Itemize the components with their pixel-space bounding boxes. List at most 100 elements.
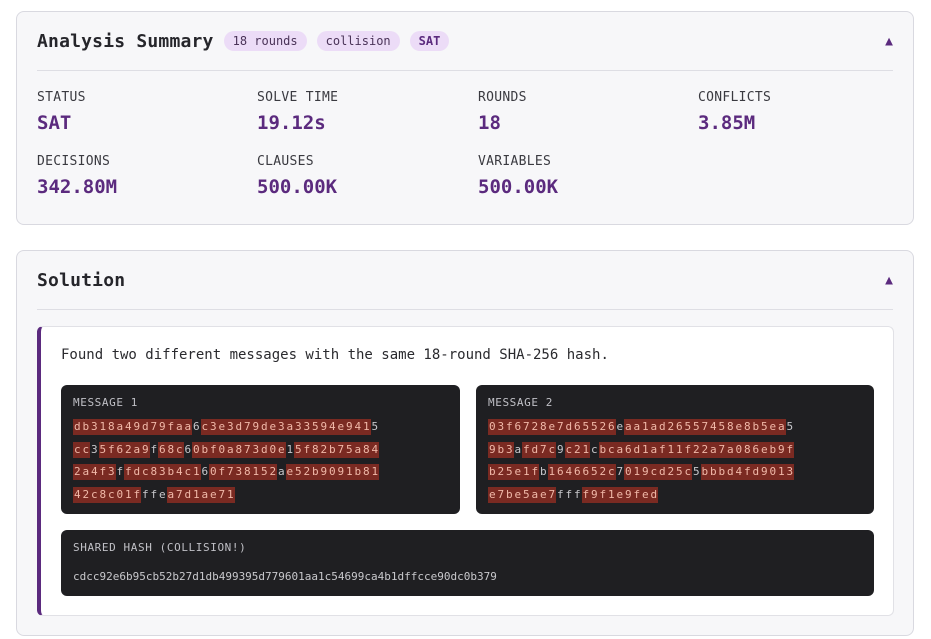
hex-char-diff: 6: [556, 464, 565, 480]
hex-char-diff: d: [658, 419, 667, 435]
hex-char-diff: b: [328, 441, 337, 458]
hex-char-diff: 9: [251, 419, 260, 435]
hex-char-diff: 7: [547, 486, 556, 503]
hex-char-diff: 5: [590, 464, 599, 480]
hex-char-diff: 6: [158, 441, 167, 458]
stat-solve-time: SOLVE TIME 19.12s: [257, 90, 457, 134]
hex-char-diff: a: [81, 464, 90, 480]
hex-char-diff: 7: [522, 419, 531, 435]
hex-char-diff: 5: [590, 419, 599, 435]
hex-char-diff: f: [217, 464, 226, 480]
hex-char-diff: 2: [124, 441, 133, 458]
hex-char-diff: 1: [581, 441, 590, 458]
hex-char-diff: 8: [362, 464, 371, 480]
hex-char-diff: 3: [226, 419, 235, 435]
hex-char-diff: 2: [73, 464, 82, 480]
stat-value: 18: [478, 112, 501, 134]
hex-char-diff: a: [166, 486, 175, 503]
stat-label: VARIABLES: [478, 154, 552, 169]
hex-char-diff: f: [132, 486, 141, 503]
hex-char-diff: 2: [666, 464, 675, 480]
hex-char-diff: a: [624, 419, 633, 435]
stat-variables: VARIABLES 500.00K: [478, 154, 678, 198]
stat-value: 3.85M: [698, 112, 756, 134]
collapse-toggle-icon[interactable]: ▲: [885, 272, 893, 288]
hex-char-diff: 7: [539, 441, 548, 458]
hex-char-diff: a: [175, 419, 184, 435]
hex-char-diff: d: [132, 464, 141, 480]
hex-char-diff: 3: [785, 464, 794, 480]
hex-char-diff: a: [132, 441, 141, 458]
hex-char-diff: b: [709, 464, 718, 480]
hex-char-diff: 2: [692, 441, 701, 458]
hex-char-diff: 2: [496, 464, 505, 480]
hex-char-diff: 4: [73, 486, 82, 503]
hex-char-diff: 2: [319, 441, 328, 458]
hex-char-diff: 2: [268, 464, 277, 480]
hex-char-diff: 1: [124, 486, 133, 503]
hex-char-diff: c: [90, 486, 99, 503]
hex-char-diff: d: [73, 419, 82, 435]
hex-char-diff: 1: [226, 486, 235, 503]
hex-char-diff: 1: [98, 419, 107, 435]
hex-char-diff: f: [98, 464, 107, 480]
hex-char-diff: 8: [362, 441, 371, 458]
hex-char-diff: a: [709, 441, 718, 458]
hex-char-diff: 1: [370, 464, 379, 480]
hex-char: 6: [201, 465, 209, 478]
hex-char-diff: e: [488, 486, 497, 503]
hex-char: 5: [692, 465, 700, 478]
hex-char-diff: f: [209, 441, 218, 458]
stat-decisions: DECISIONS 342.80M: [37, 154, 237, 198]
hex-char-diff: f: [302, 441, 311, 458]
hex-char-diff: 5: [260, 464, 269, 480]
hex-char-diff: 6: [573, 419, 582, 435]
stat-label: SOLVE TIME: [257, 90, 339, 105]
hex-char-diff: 1: [192, 486, 201, 503]
hex-char-diff: 5: [675, 464, 684, 480]
solution-header[interactable]: Solution ▲: [37, 251, 893, 310]
hex-char-diff: a: [285, 419, 294, 435]
hex-char-diff: b: [505, 486, 514, 503]
hex-char: 6: [184, 442, 192, 456]
hex-char-diff: 6: [751, 441, 760, 458]
stat-value: 500.00K: [257, 176, 338, 198]
hex-char-diff: 9: [158, 419, 167, 435]
stat-clauses: CLAUSES 500.00K: [257, 154, 457, 198]
hex-char-diff: c: [607, 441, 616, 458]
hex-char-diff: f: [743, 464, 752, 480]
hex-char-diff: f: [166, 419, 175, 435]
hex-char-diff: e: [209, 486, 218, 503]
hex-char: f: [150, 442, 158, 456]
hex-char-diff: 2: [530, 419, 539, 435]
hex-char-diff: 4: [564, 464, 573, 480]
hex-char-diff: f: [598, 486, 607, 503]
solution-result-box: Found two different messages with the sa…: [37, 326, 894, 616]
hex-char-diff: f: [683, 441, 692, 458]
hex-char-diff: a: [615, 441, 624, 458]
stat-label: CONFLICTS: [698, 90, 772, 105]
hex-char: c: [590, 442, 598, 456]
hex-char-diff: f: [530, 464, 539, 480]
hex-char-diff: c: [564, 441, 573, 458]
collapse-toggle-icon[interactable]: ▲: [885, 33, 893, 49]
hex-char-diff: 6: [573, 464, 582, 480]
hex-char-diff: 0: [217, 441, 226, 458]
hex-char-diff: a: [353, 441, 362, 458]
hex-char: 9: [556, 442, 564, 456]
hex-char-diff: 6: [675, 419, 684, 435]
hex-char-diff: b: [353, 464, 362, 480]
hex-char-diff: f: [505, 419, 514, 435]
hex-char-diff: 9: [141, 441, 150, 458]
analysis-summary-header[interactable]: Analysis Summary 18 rounds collision SAT…: [37, 12, 893, 71]
result-badge: SAT: [409, 31, 450, 51]
hex-char-diff: 7: [556, 419, 565, 435]
hex-char-diff: e: [734, 419, 743, 435]
hex-char-diff: 9: [132, 419, 141, 435]
rounds-badge: 18 rounds: [223, 31, 307, 51]
